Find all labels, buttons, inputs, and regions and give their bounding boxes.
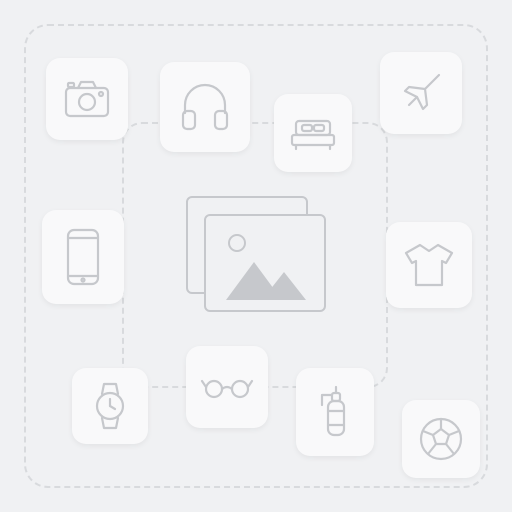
headphones-icon [179,81,231,133]
tile-phone[interactable] [42,210,124,304]
tile-shirt[interactable] [386,222,472,308]
soccer-ball-icon [418,416,464,462]
image-placeholder [186,196,326,312]
tshirt-icon [402,241,456,289]
tile-ball[interactable] [402,400,480,478]
tile-airplane[interactable] [380,52,462,134]
tile-camera[interactable] [46,58,128,140]
smartphone-icon [64,228,102,286]
airplane-icon [397,69,445,117]
camera-icon [64,80,110,118]
tile-glasses[interactable] [186,346,268,428]
watch-icon [90,382,130,430]
bed-icon [290,115,336,151]
tile-luggage[interactable] [296,368,374,456]
fire-extinguisher-icon [318,385,352,439]
tile-watch[interactable] [72,368,148,444]
glasses-icon [200,375,254,399]
tile-bed[interactable] [274,94,352,172]
tile-headphones[interactable] [160,62,250,152]
